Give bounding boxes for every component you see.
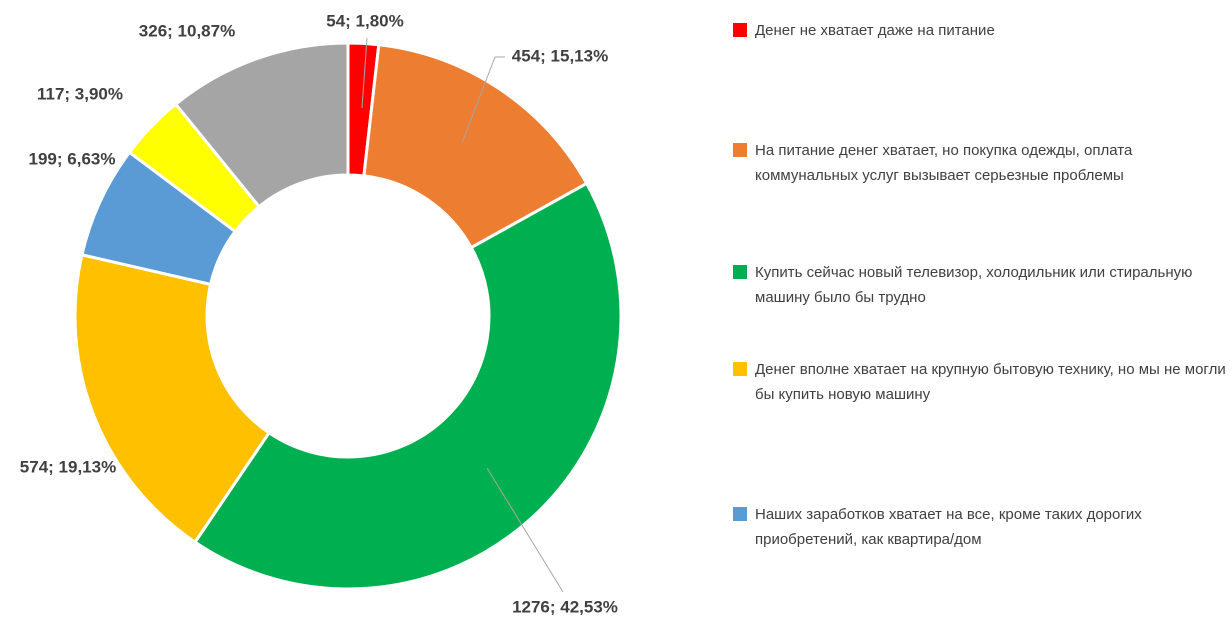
legend-swatch xyxy=(733,143,747,157)
legend-item: Купить сейчас новый телевизор, холодильн… xyxy=(733,260,1228,310)
data-label: 454; 15,13% xyxy=(512,46,608,65)
donut-slice xyxy=(362,43,589,250)
legend-item: Наших заработков хватает на все, кроме т… xyxy=(733,502,1228,552)
donut-slice xyxy=(192,181,623,591)
legend-label: Денег не хватает даже на питание xyxy=(755,22,995,39)
legend-swatch xyxy=(733,265,747,279)
legend-item: Денег вполне хватает на крупную бытовую … xyxy=(733,357,1228,407)
data-label: 326; 10,87% xyxy=(139,21,235,40)
data-label: 54; 1,80% xyxy=(326,11,404,30)
data-label: 199; 6,63% xyxy=(29,149,116,168)
legend-item: На питание денег хватает, но покупка оде… xyxy=(733,138,1228,188)
leader-line xyxy=(461,56,505,144)
legend-label: Денег вполне хватает на крупную бытовую … xyxy=(755,361,1226,403)
data-label: 1276; 42,53% xyxy=(512,597,618,616)
legend-swatch xyxy=(733,23,747,37)
legend-swatch xyxy=(733,362,747,376)
donut-slice xyxy=(173,41,350,209)
legend-label: На питание денег хватает, но покупка оде… xyxy=(755,142,1133,184)
leader-line xyxy=(486,467,564,593)
legend-label: Купить сейчас новый телевизор, холодильн… xyxy=(755,264,1193,306)
legend-swatch xyxy=(733,507,747,521)
data-label: 574; 19,13% xyxy=(20,457,116,476)
leader-line xyxy=(361,37,368,109)
donut-slice xyxy=(73,252,272,545)
data-label: 117; 3,90% xyxy=(37,84,123,103)
legend-label: Наших заработков хватает на все, кроме т… xyxy=(755,506,1142,548)
legend-item: Денег не хватает даже на питание xyxy=(733,18,1228,43)
donut-area: 54; 1,80% 454; 15,13% 1276; 42,53% 574; 19,… xyxy=(20,11,623,616)
